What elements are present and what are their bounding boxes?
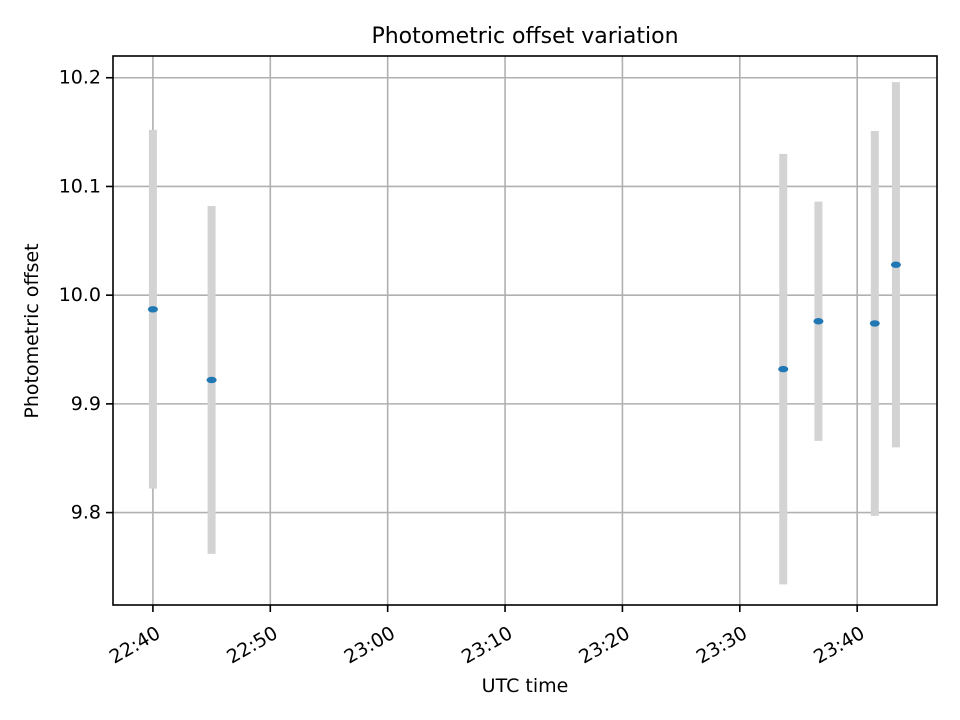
y-tick-label: 9.8	[71, 502, 101, 524]
data-point	[206, 376, 217, 384]
data-point	[890, 261, 901, 268]
data-point	[869, 320, 880, 327]
grid	[113, 56, 937, 605]
y-tick-label: 10.1	[59, 175, 101, 197]
y-axis-label: Photometric offset	[21, 243, 43, 418]
y-tick-label: 10.2	[59, 67, 101, 89]
data-points	[147, 261, 901, 384]
chart-title: Photometric offset variation	[371, 24, 678, 49]
x-axis-label: UTC time	[482, 675, 569, 697]
data-point	[147, 306, 158, 313]
y-tick-label: 10.0	[59, 284, 101, 306]
plot-frame	[112, 55, 938, 606]
y-tick-label: 9.9	[71, 393, 101, 415]
data-point	[813, 318, 824, 325]
data-point	[778, 365, 789, 373]
